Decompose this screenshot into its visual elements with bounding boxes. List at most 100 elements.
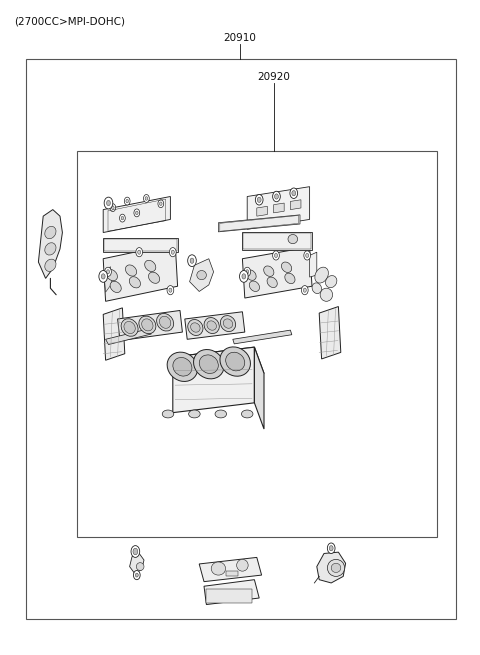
Polygon shape [130, 553, 144, 573]
Ellipse shape [249, 281, 260, 291]
Ellipse shape [162, 410, 174, 418]
Polygon shape [233, 330, 292, 344]
Circle shape [255, 195, 263, 205]
Circle shape [329, 546, 333, 551]
Text: 20910: 20910 [224, 33, 256, 43]
Text: (2700CC>MPI-DOHC): (2700CC>MPI-DOHC) [14, 16, 125, 26]
Circle shape [240, 271, 248, 282]
Ellipse shape [207, 321, 216, 330]
Circle shape [275, 194, 278, 199]
Ellipse shape [167, 352, 198, 381]
Circle shape [169, 288, 172, 292]
Bar [242, 232, 312, 250]
Circle shape [107, 270, 109, 274]
Ellipse shape [129, 276, 141, 288]
Ellipse shape [110, 281, 121, 293]
Circle shape [188, 255, 196, 267]
Circle shape [242, 274, 246, 279]
Polygon shape [254, 347, 264, 429]
Circle shape [131, 546, 140, 557]
Polygon shape [190, 259, 214, 291]
Polygon shape [199, 557, 262, 582]
Circle shape [304, 251, 311, 260]
Bar [26, 59, 456, 619]
Circle shape [107, 200, 110, 206]
Circle shape [273, 191, 280, 202]
Ellipse shape [199, 355, 218, 373]
Circle shape [124, 197, 130, 205]
Circle shape [110, 204, 116, 212]
Ellipse shape [45, 243, 56, 255]
Ellipse shape [121, 319, 138, 336]
Ellipse shape [223, 319, 233, 328]
Ellipse shape [315, 267, 328, 283]
Polygon shape [257, 206, 267, 216]
Circle shape [136, 248, 143, 257]
Circle shape [120, 214, 125, 222]
Polygon shape [290, 200, 301, 210]
Bar [243, 233, 311, 249]
Ellipse shape [264, 266, 274, 276]
Ellipse shape [285, 273, 295, 284]
Circle shape [111, 206, 114, 210]
Ellipse shape [288, 234, 298, 244]
Circle shape [244, 267, 251, 276]
Circle shape [292, 191, 296, 196]
Ellipse shape [45, 227, 56, 238]
Circle shape [104, 197, 113, 209]
Circle shape [158, 200, 164, 208]
Circle shape [135, 573, 138, 577]
Circle shape [301, 286, 308, 295]
Ellipse shape [204, 318, 219, 333]
Ellipse shape [124, 322, 135, 333]
Ellipse shape [211, 562, 226, 575]
Ellipse shape [106, 269, 118, 281]
Ellipse shape [142, 319, 153, 331]
Ellipse shape [148, 272, 160, 284]
Polygon shape [274, 203, 284, 213]
Circle shape [144, 195, 149, 202]
Polygon shape [103, 244, 178, 301]
Polygon shape [319, 307, 341, 359]
Circle shape [275, 253, 277, 257]
Circle shape [126, 199, 129, 203]
Circle shape [133, 571, 140, 580]
Circle shape [159, 202, 162, 206]
Circle shape [257, 197, 261, 202]
Ellipse shape [191, 323, 200, 332]
Circle shape [133, 548, 138, 555]
Polygon shape [317, 552, 346, 583]
Polygon shape [38, 210, 62, 278]
Polygon shape [173, 347, 264, 383]
Polygon shape [104, 267, 112, 292]
Circle shape [105, 267, 111, 276]
Ellipse shape [136, 563, 144, 571]
Ellipse shape [215, 410, 227, 418]
Bar [77, 151, 437, 537]
Ellipse shape [267, 277, 277, 288]
Text: 20920: 20920 [257, 72, 290, 82]
Circle shape [306, 253, 309, 257]
Circle shape [138, 250, 141, 254]
Polygon shape [310, 252, 317, 277]
Circle shape [290, 188, 298, 198]
Polygon shape [103, 196, 170, 233]
Bar [226, 571, 238, 576]
Polygon shape [204, 580, 259, 605]
Circle shape [171, 250, 174, 254]
Ellipse shape [220, 347, 251, 376]
Ellipse shape [139, 316, 156, 333]
Ellipse shape [325, 276, 337, 288]
Ellipse shape [173, 358, 192, 376]
Polygon shape [118, 310, 182, 341]
Ellipse shape [189, 410, 200, 418]
Polygon shape [218, 215, 300, 232]
Ellipse shape [197, 271, 206, 280]
Ellipse shape [125, 265, 137, 276]
Bar [206, 589, 252, 603]
Circle shape [169, 248, 176, 257]
Circle shape [303, 288, 306, 292]
Bar [104, 239, 177, 251]
Ellipse shape [312, 283, 322, 293]
Ellipse shape [281, 262, 292, 272]
